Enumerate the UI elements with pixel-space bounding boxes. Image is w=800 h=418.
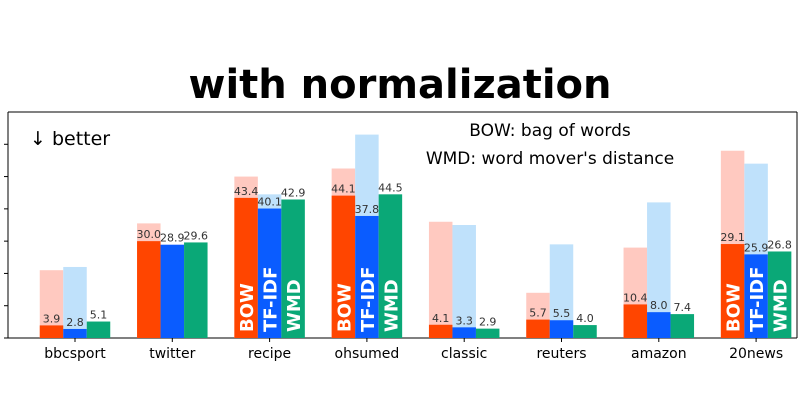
ghost-bar-tf-idf-amazon bbox=[647, 202, 671, 338]
series-name-in-bar-bow-recipe: BOW bbox=[237, 283, 258, 332]
bar-bow-reuters bbox=[526, 319, 550, 338]
data-label-tf-idf-classic: 3.3 bbox=[455, 314, 473, 327]
bar-bow-bbcsport bbox=[39, 325, 64, 338]
data-label-bow-classic: 4.1 bbox=[432, 312, 450, 325]
data-label-wmd-reuters: 4.0 bbox=[576, 312, 594, 325]
ghost-bar-bow-bbcsport bbox=[39, 270, 64, 338]
series-name-in-bar-tf-idf-20news: TF-IDF bbox=[747, 267, 768, 332]
ghost-bar-tf-idf-bbcsport bbox=[63, 266, 87, 338]
bar-wmd-twitter bbox=[184, 242, 208, 338]
bar-tf-idf-ohsumed bbox=[355, 215, 379, 338]
legend-line-wmd: WMD: word mover's distance bbox=[426, 149, 674, 169]
series-name-in-bar-bow-ohsumed: BOW bbox=[334, 283, 355, 332]
bar-bow-ohsumed bbox=[331, 195, 356, 338]
ghost-bar-tf-idf-classic bbox=[452, 225, 476, 338]
x-tick-label-amazon: amazon bbox=[631, 346, 687, 362]
plot-area: bbcsport 3.9 2.8 5.1 twitter 30.0 28.9 29.6 reci… bbox=[4, 111, 798, 362]
bar-wmd-20news bbox=[767, 251, 792, 338]
data-label-tf-idf-20news: 25.9 bbox=[744, 241, 769, 254]
bar-tf-idf-amazon bbox=[647, 312, 671, 338]
bar-wmd-reuters bbox=[573, 325, 597, 338]
data-label-tf-idf-reuters: 5.5 bbox=[553, 307, 571, 320]
data-label-bow-ohsumed: 44.1 bbox=[331, 183, 356, 196]
bar-bow-twitter bbox=[137, 241, 161, 338]
bar-wmd-amazon bbox=[670, 314, 695, 338]
legend-line-bow: BOW: bag of words bbox=[469, 121, 631, 141]
better-note: ↓ better bbox=[30, 128, 110, 150]
x-tick-label-reuters: reuters bbox=[536, 346, 586, 362]
data-label-tf-idf-ohsumed: 37.8 bbox=[355, 203, 380, 216]
bar-tf-idf-bbcsport bbox=[63, 328, 87, 338]
data-label-wmd-recipe: 42.9 bbox=[281, 186, 306, 199]
data-label-wmd-twitter: 29.6 bbox=[184, 229, 209, 242]
chart-title: with normalization bbox=[188, 62, 611, 108]
series-name-in-bar-wmd-recipe: WMD bbox=[284, 279, 305, 332]
data-label-wmd-classic: 2.9 bbox=[479, 316, 497, 329]
data-label-wmd-bbcsport: 5.1 bbox=[90, 309, 108, 322]
data-label-wmd-20news: 26.8 bbox=[767, 238, 792, 251]
x-tick-label-20news: 20news bbox=[729, 346, 783, 362]
bar-bow-recipe bbox=[234, 197, 258, 338]
ghost-bar-bow-classic bbox=[428, 221, 453, 338]
bar-bow-amazon bbox=[623, 304, 648, 338]
bar-wmd-classic bbox=[475, 328, 500, 338]
data-label-tf-idf-twitter: 28.9 bbox=[160, 232, 185, 245]
data-label-bow-amazon: 10.4 bbox=[623, 291, 648, 304]
series-name-in-bar-tf-idf-ohsumed: TF-IDF bbox=[358, 267, 379, 332]
bar-tf-idf-recipe bbox=[257, 208, 282, 338]
bar-tf-idf-twitter bbox=[160, 244, 185, 338]
x-tick-label-bbcsport: bbcsport bbox=[44, 346, 106, 362]
bar-wmd-recipe bbox=[281, 199, 305, 338]
data-label-bow-20news: 29.1 bbox=[720, 231, 745, 244]
bar-bow-20news bbox=[720, 244, 745, 338]
bar-wmd-ohsumed bbox=[378, 194, 403, 338]
data-label-wmd-amazon: 7.4 bbox=[674, 301, 692, 314]
data-label-tf-idf-amazon: 8.0 bbox=[650, 299, 668, 312]
bar-wmd-bbcsport bbox=[86, 321, 111, 338]
bar-tf-idf-reuters bbox=[549, 320, 574, 338]
x-tick-label-twitter: twitter bbox=[149, 346, 195, 362]
series-name-in-bar-wmd-20news: WMD bbox=[771, 279, 792, 332]
series-name-in-bar-wmd-ohsumed: WMD bbox=[381, 279, 402, 332]
series-name-in-bar-bow-20news: BOW bbox=[724, 283, 745, 332]
data-label-bow-twitter: 30.0 bbox=[137, 228, 162, 241]
x-tick-label-classic: classic bbox=[441, 346, 487, 362]
bar-tf-idf-20news bbox=[744, 254, 768, 338]
series-name-in-bar-tf-idf-recipe: TF-IDF bbox=[261, 267, 282, 332]
data-label-bow-bbcsport: 3.9 bbox=[43, 312, 61, 325]
data-label-tf-idf-bbcsport: 2.8 bbox=[66, 316, 84, 329]
ghost-bar-tf-idf-reuters bbox=[549, 244, 574, 338]
data-label-tf-idf-recipe: 40.1 bbox=[257, 196, 282, 209]
bar-tf-idf-classic bbox=[452, 327, 476, 338]
x-tick-label-ohsumed: ohsumed bbox=[335, 346, 400, 362]
data-label-wmd-ohsumed: 44.5 bbox=[378, 181, 403, 194]
data-label-bow-reuters: 5.7 bbox=[529, 307, 547, 320]
bar-bow-classic bbox=[428, 324, 453, 338]
data-label-bow-recipe: 43.4 bbox=[234, 185, 259, 198]
x-tick-label-recipe: recipe bbox=[248, 346, 291, 362]
